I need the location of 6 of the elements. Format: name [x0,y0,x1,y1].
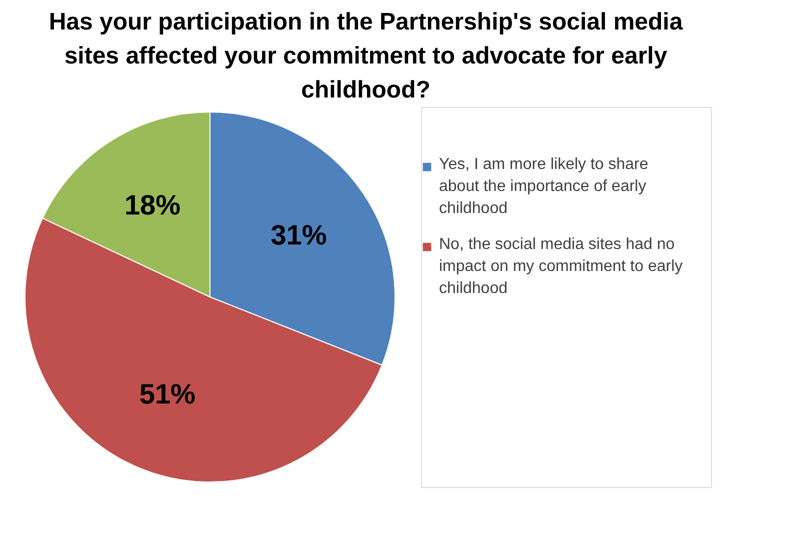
legend-label: Yes, I am more likely to share about the importance of early childhood [439,156,648,217]
data-label: 51% [139,378,196,410]
chart-title: Has your participation in the Partnership's social media sites affected your commitment to advocate for early childhood? [48,8,684,104]
legend-label: No, the social media sites had no impact on my commitment to early childhood [439,236,683,297]
data-label: 18% [124,189,181,220]
data-label: 31% [270,220,327,251]
